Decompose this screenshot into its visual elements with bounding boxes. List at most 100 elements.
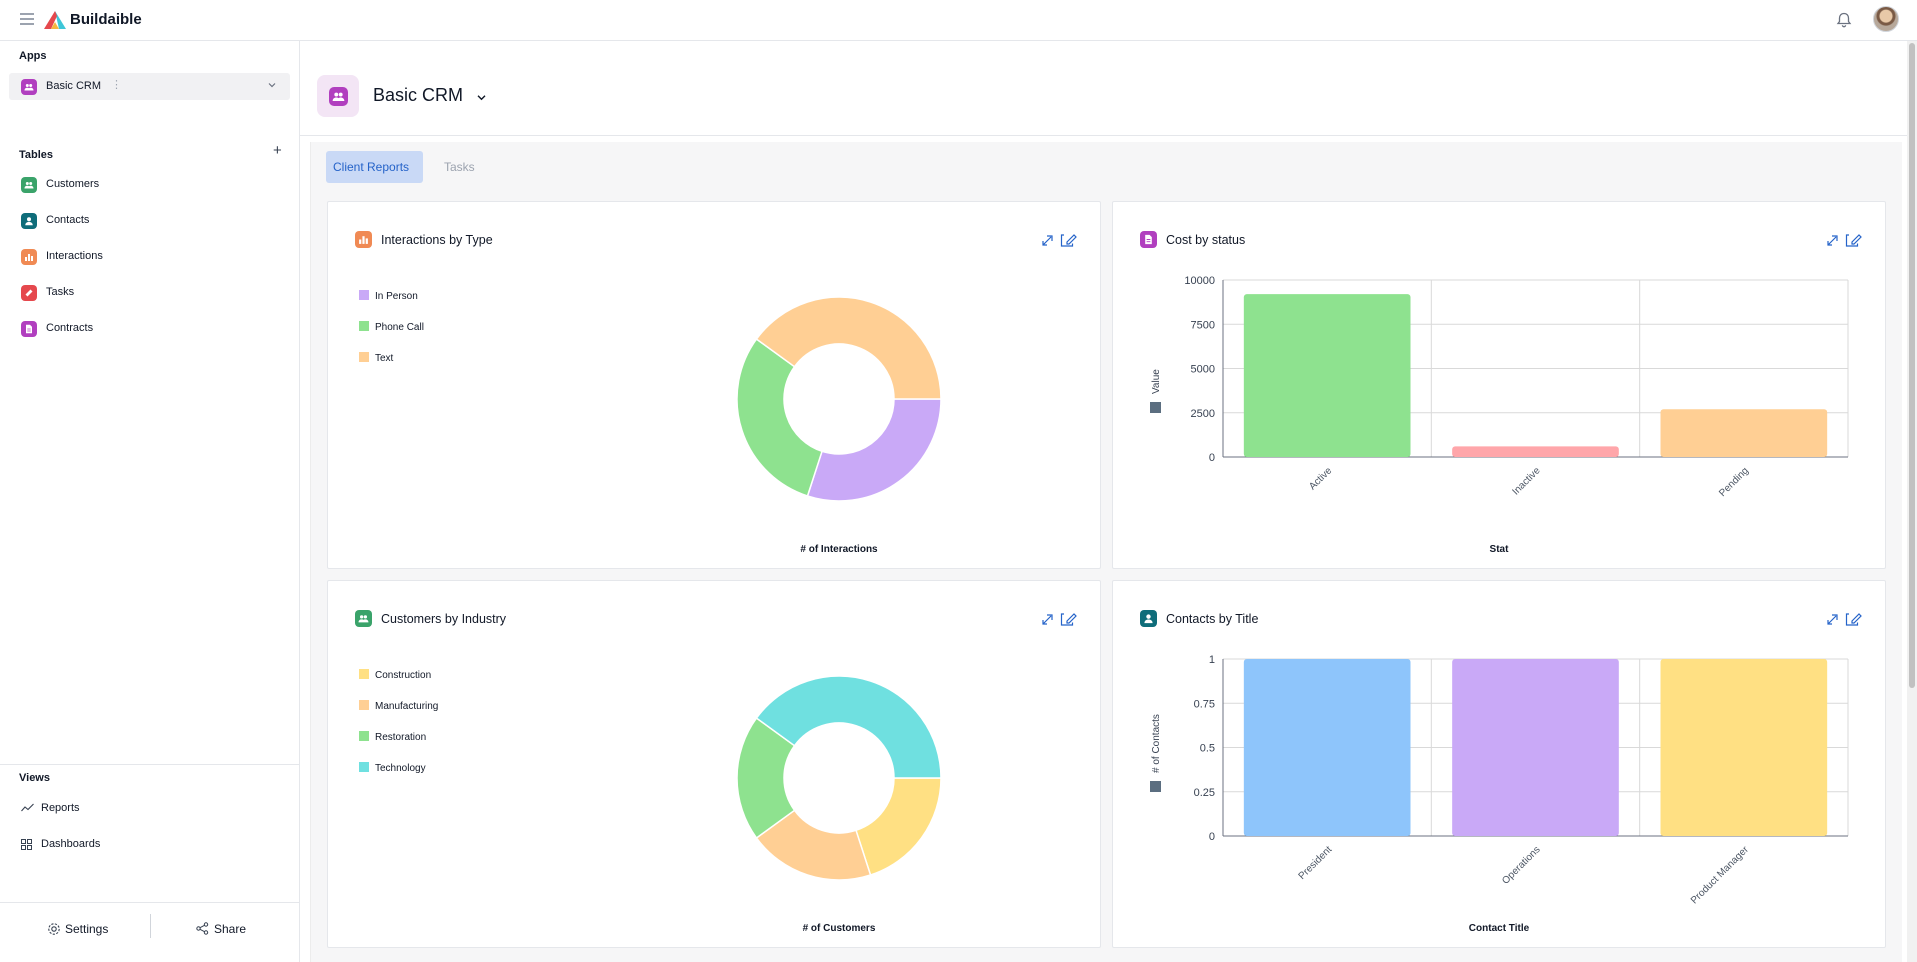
donut-slice[interactable] <box>736 337 823 497</box>
y-tick-label: 0.75 <box>1194 698 1215 710</box>
divider <box>150 914 151 938</box>
grid-icon <box>21 839 32 850</box>
y-tick-label: 0 <box>1209 452 1215 464</box>
users-icon <box>355 610 372 627</box>
edit-icon[interactable] <box>1845 234 1862 247</box>
chart-x-label: # of Customers <box>802 923 876 934</box>
tab-client-reports[interactable]: Client Reports <box>326 151 423 183</box>
document-icon <box>1140 231 1157 248</box>
sidebar-item-label: Reports <box>41 802 80 814</box>
bell-icon[interactable] <box>1835 11 1853 29</box>
page-title: Basic CRM <box>373 85 464 105</box>
y-tick-label: 1 <box>1209 654 1215 666</box>
share-label: Share <box>214 922 247 936</box>
sidebar-item-customers[interactable]: Customers <box>21 176 281 196</box>
more-icon[interactable]: ⋮ <box>111 79 122 91</box>
expand-icon[interactable] <box>1827 235 1838 246</box>
sidebar-item-tasks[interactable]: Tasks <box>21 284 281 304</box>
settings-label: Settings <box>65 922 109 936</box>
legend-item: Construction <box>359 669 431 681</box>
bar[interactable] <box>1452 659 1619 836</box>
donut-slice[interactable] <box>855 777 942 876</box>
bar[interactable] <box>1452 446 1619 457</box>
y-tick-label: 7500 <box>1191 319 1215 331</box>
y-tick-label: 0.25 <box>1194 787 1215 799</box>
chart-title: Interactions by Type <box>381 233 493 247</box>
y-tick-label: 10000 <box>1184 275 1215 287</box>
expand-icon[interactable] <box>1042 614 1053 625</box>
chart-title: Customers by Industry <box>381 612 507 626</box>
bar[interactable] <box>1243 659 1411 836</box>
y-tick-label: 2500 <box>1191 408 1215 420</box>
top-bar: Buildaible <box>0 0 1917 41</box>
card-tools <box>1042 234 1077 247</box>
legend-item: Phone Call <box>359 321 424 333</box>
x-tick-label: Inactive <box>1510 465 1542 497</box>
y-tick-label: 0.5 <box>1200 743 1215 755</box>
bar[interactable] <box>1660 659 1828 836</box>
sidebar-item-label: Contracts <box>46 322 94 334</box>
chart-card-contacts: Contacts by Title 0 0.25 0.5 0.75 1 President… <box>1112 580 1886 948</box>
edit-icon[interactable] <box>1060 613 1077 626</box>
logo-icon <box>44 11 66 29</box>
chevron-down-icon <box>268 83 276 88</box>
x-tick-label: Product Manager <box>1689 844 1751 906</box>
donut-slice[interactable] <box>806 398 942 502</box>
sidebar-item-reports[interactable]: Reports <box>21 800 281 818</box>
sidebar-item-contacts[interactable]: Contacts <box>21 212 281 232</box>
chevron-down-icon[interactable] <box>476 92 487 103</box>
bar[interactable] <box>1243 294 1411 457</box>
person-icon <box>21 213 37 229</box>
scrollbar[interactable] <box>1907 41 1917 962</box>
sidebar-item-label: Dashboards <box>41 838 101 850</box>
bar[interactable] <box>1660 409 1828 457</box>
divider <box>0 902 300 903</box>
expand-icon[interactable] <box>1827 614 1838 625</box>
donut-slice[interactable] <box>755 296 942 400</box>
sidebar-item-dashboards[interactable]: Dashboards <box>21 836 281 854</box>
app-badge <box>317 75 359 117</box>
tag-icon <box>21 285 37 301</box>
tab-tasks[interactable]: Tasks <box>444 160 475 174</box>
sidebar-item-label: Contacts <box>46 214 90 226</box>
menu-icon[interactable] <box>20 13 34 25</box>
legend-swatch <box>1150 781 1161 792</box>
sidebar-item-label: Customers <box>46 178 100 190</box>
settings-button[interactable]: Settings <box>47 919 127 941</box>
donut-slice[interactable] <box>755 675 942 779</box>
sidebar-item-interactions[interactable]: Interactions <box>21 248 281 268</box>
bar-chart: 0 0.25 0.5 0.75 1 President Operations Product … <box>1150 654 1849 906</box>
y-axis-label: Value <box>1151 369 1162 394</box>
views-section-title: Views <box>19 772 50 784</box>
bar-chart-icon <box>355 231 372 248</box>
legend-item: Technology <box>359 762 426 774</box>
x-tick-label: Operations <box>1500 844 1542 886</box>
trend-icon <box>21 803 34 812</box>
card-tools <box>1827 613 1862 626</box>
app-selector[interactable]: Basic CRM ⋮ <box>9 73 290 100</box>
legend-swatch <box>1150 402 1161 413</box>
sidebar-item-label: Tasks <box>46 286 75 298</box>
chart-card-customers: Customers by Industry Construction Manuf… <box>327 580 1101 948</box>
card-tools <box>1827 234 1862 247</box>
add-table-icon[interactable]: + <box>273 142 282 159</box>
divider <box>0 764 300 765</box>
avatar[interactable] <box>1873 6 1899 32</box>
legend-item: Restoration <box>359 731 426 743</box>
legend-item: In Person <box>359 290 418 302</box>
donut-chart <box>736 675 942 881</box>
person-icon <box>1140 610 1157 627</box>
chart-x-label: # of Interactions <box>800 544 878 555</box>
y-tick-label: 5000 <box>1191 364 1215 376</box>
edit-icon[interactable] <box>1060 234 1077 247</box>
page-header: Basic CRM <box>300 41 1910 136</box>
edit-icon[interactable] <box>1845 613 1862 626</box>
gear-icon <box>48 923 60 935</box>
share-button[interactable]: Share <box>196 919 266 941</box>
apps-section-title: Apps <box>19 50 47 62</box>
chart-title: Cost by status <box>1166 233 1246 247</box>
sidebar-item-contracts[interactable]: Contracts <box>21 320 281 340</box>
expand-icon[interactable] <box>1042 235 1053 246</box>
chart-x-label: Contact Title <box>1468 923 1530 934</box>
app-selector-label: Basic CRM <box>46 80 102 92</box>
